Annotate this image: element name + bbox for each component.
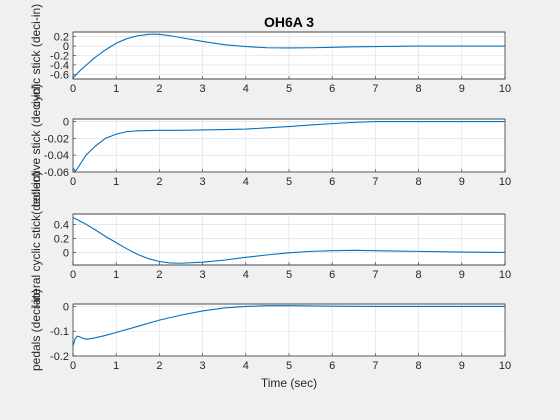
x-tick-label: 5: [286, 269, 292, 281]
y-tick-label: -0.02: [44, 133, 69, 145]
series-line: [72, 120, 505, 173]
x-tick-label: 3: [200, 360, 206, 372]
y-tick-label: 0: [63, 247, 69, 259]
x-tick-label: 0: [70, 269, 76, 281]
y-tick-label: -0.06: [44, 167, 69, 179]
x-tick-label: 0: [70, 83, 76, 95]
x-tick-label: 1: [113, 176, 119, 188]
y-tick-label: 0.2: [54, 233, 69, 245]
x-tick-label: 9: [459, 176, 465, 188]
series-line: [72, 217, 506, 264]
series-line: [72, 33, 505, 79]
y-tick-label: -0.6: [50, 69, 69, 81]
y-tick-label: -0.04: [44, 150, 69, 162]
x-tick-label: 8: [416, 83, 422, 95]
x-tick-label: 1: [113, 83, 119, 95]
x-tick-label: 9: [459, 269, 465, 281]
x-tick-label: 10: [499, 360, 511, 372]
x-tick-label: 6: [329, 269, 335, 281]
x-tick-label: 6: [329, 176, 335, 188]
subplot-4: 0 1 2 3 4 5 6 7 8 9 10 -0.2 -0.1 0 pedals (deci-in): [29, 289, 511, 372]
x-tick-label: 5: [286, 83, 292, 95]
axes-frame: [72, 213, 506, 266]
x-tick-label: 8: [416, 176, 422, 188]
x-tick-label: 6: [329, 360, 335, 372]
x-tick-label: 3: [200, 176, 206, 188]
x-tick-label: 2: [156, 83, 162, 95]
x-tick-label: 0: [70, 176, 76, 188]
y-axis-label: collective stick (deci-in): [29, 84, 43, 207]
x-tick-label: 9: [459, 360, 465, 372]
x-tick-label: 7: [372, 269, 378, 281]
y-tick-label: -0.4: [50, 60, 69, 72]
x-tick-label: 7: [372, 176, 378, 188]
x-tick-label: 2: [156, 176, 162, 188]
x-tick-label: 5: [286, 176, 292, 188]
x-tick-label: 8: [416, 269, 422, 281]
x-tick-label: 4: [243, 83, 249, 95]
y-axis-label: pedals (deci-in): [29, 289, 43, 371]
x-tick-label: 2: [156, 269, 162, 281]
axes-frame: [72, 31, 506, 80]
x-tick-label: 1: [113, 269, 119, 281]
x-tick-label: 3: [200, 83, 206, 95]
x-tick-label: 0: [70, 360, 76, 372]
x-tick-label: 10: [499, 176, 511, 188]
x-tick-label: 7: [372, 360, 378, 372]
y-tick-label: -0.2: [50, 51, 69, 63]
x-tick-label: 1: [113, 360, 119, 372]
x-tick-label: 4: [243, 269, 249, 281]
x-tick-label: 3: [200, 269, 206, 281]
y-tick-label: -0.1: [50, 326, 69, 338]
y-axis-label: lateral cyclic stick(deci-in): [29, 171, 43, 307]
chart-title: OH6A 3: [264, 14, 314, 30]
x-tick-label: 7: [372, 83, 378, 95]
axes-frame: [72, 118, 506, 173]
x-tick-label: 6: [329, 83, 335, 95]
x-tick-label: 5: [286, 360, 292, 372]
axes-frame: [72, 303, 506, 357]
x-axis-label: Time (sec): [261, 376, 317, 390]
y-tick-label: 0: [63, 41, 69, 53]
y-tick-label: 0: [63, 117, 69, 129]
x-tick-label: 8: [416, 360, 422, 372]
x-tick-label: 9: [459, 83, 465, 95]
x-tick-label: 4: [243, 360, 249, 372]
x-tick-label: 2: [156, 360, 162, 372]
y-tick-label: -0.2: [50, 351, 69, 363]
series-line: [72, 305, 505, 347]
y-tick-label: 0: [63, 301, 69, 313]
y-tick-label: 0.4: [54, 219, 69, 231]
x-tick-label: 10: [499, 269, 511, 281]
y-axis-label: cyclic stick (deci-in): [29, 4, 43, 107]
y-tick-label: 0.2: [54, 32, 69, 44]
x-tick-label: 10: [499, 83, 511, 95]
x-tick-label: 4: [243, 176, 249, 188]
